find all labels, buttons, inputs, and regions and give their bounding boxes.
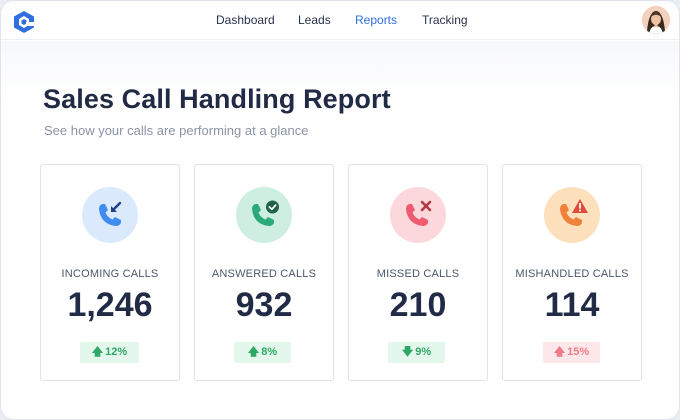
top-navigation-bar: Dashboard Leads Reports Tracking: [1, 1, 679, 40]
trend-badge: 🡅 8%: [234, 342, 291, 363]
arrow-up-icon: 🡅: [247, 346, 260, 358]
missed-call-icon: [390, 187, 446, 243]
nav-item-dashboard[interactable]: Dashboard: [216, 13, 275, 27]
trend-badge: 🡇 9%: [388, 342, 445, 363]
nav-item-leads[interactable]: Leads: [298, 13, 331, 27]
mishandled-call-icon: [544, 187, 600, 243]
main-nav: Dashboard Leads Reports Tracking: [1, 1, 679, 40]
arrow-up-icon: 🡅: [553, 346, 566, 358]
stat-card-incoming[interactable]: INCOMING CALLS 1,246 🡅 12%: [40, 164, 180, 381]
trend-value: 15%: [567, 346, 590, 358]
brand-logo-icon[interactable]: [12, 10, 36, 34]
page-subtitle: See how your calls are performing at a g…: [44, 123, 309, 138]
user-avatar[interactable]: [642, 6, 670, 34]
arrow-down-icon: 🡇: [401, 346, 414, 358]
nav-item-reports[interactable]: Reports: [355, 13, 398, 27]
page-title: Sales Call Handling Report: [43, 84, 391, 114]
trend-badge: 🡅 12%: [80, 342, 139, 363]
stat-label: INCOMING CALLS: [61, 268, 159, 280]
avatar-image: [642, 6, 670, 34]
nav-item-tracking[interactable]: Tracking: [422, 13, 468, 27]
stat-label: MISSED CALLS: [376, 268, 460, 280]
stat-label: MISHANDLED CALLS: [515, 268, 629, 280]
trend-value: 12%: [105, 346, 128, 358]
trend-value: 9%: [415, 346, 432, 358]
stat-label: ANSWERED CALLS: [211, 268, 317, 280]
stat-card-missed[interactable]: MISSED CALLS 210 🡇 9%: [348, 164, 488, 381]
stat-value: 932: [235, 286, 293, 324]
trend-value: 8%: [261, 346, 278, 358]
incoming-call-icon: [82, 187, 138, 243]
trend-badge: 🡅 15%: [543, 342, 600, 363]
stat-value: 1,246: [67, 286, 153, 324]
stat-value: 210: [389, 286, 447, 324]
answered-call-icon: [236, 187, 292, 243]
arrow-up-icon: 🡅: [91, 346, 104, 358]
stat-card-mishandled[interactable]: MISHANDLED CALLS 114 🡅 15%: [502, 164, 642, 381]
stat-value: 114: [544, 286, 600, 324]
stat-card-answered[interactable]: ANSWERED CALLS 932 🡅 8%: [194, 164, 334, 381]
